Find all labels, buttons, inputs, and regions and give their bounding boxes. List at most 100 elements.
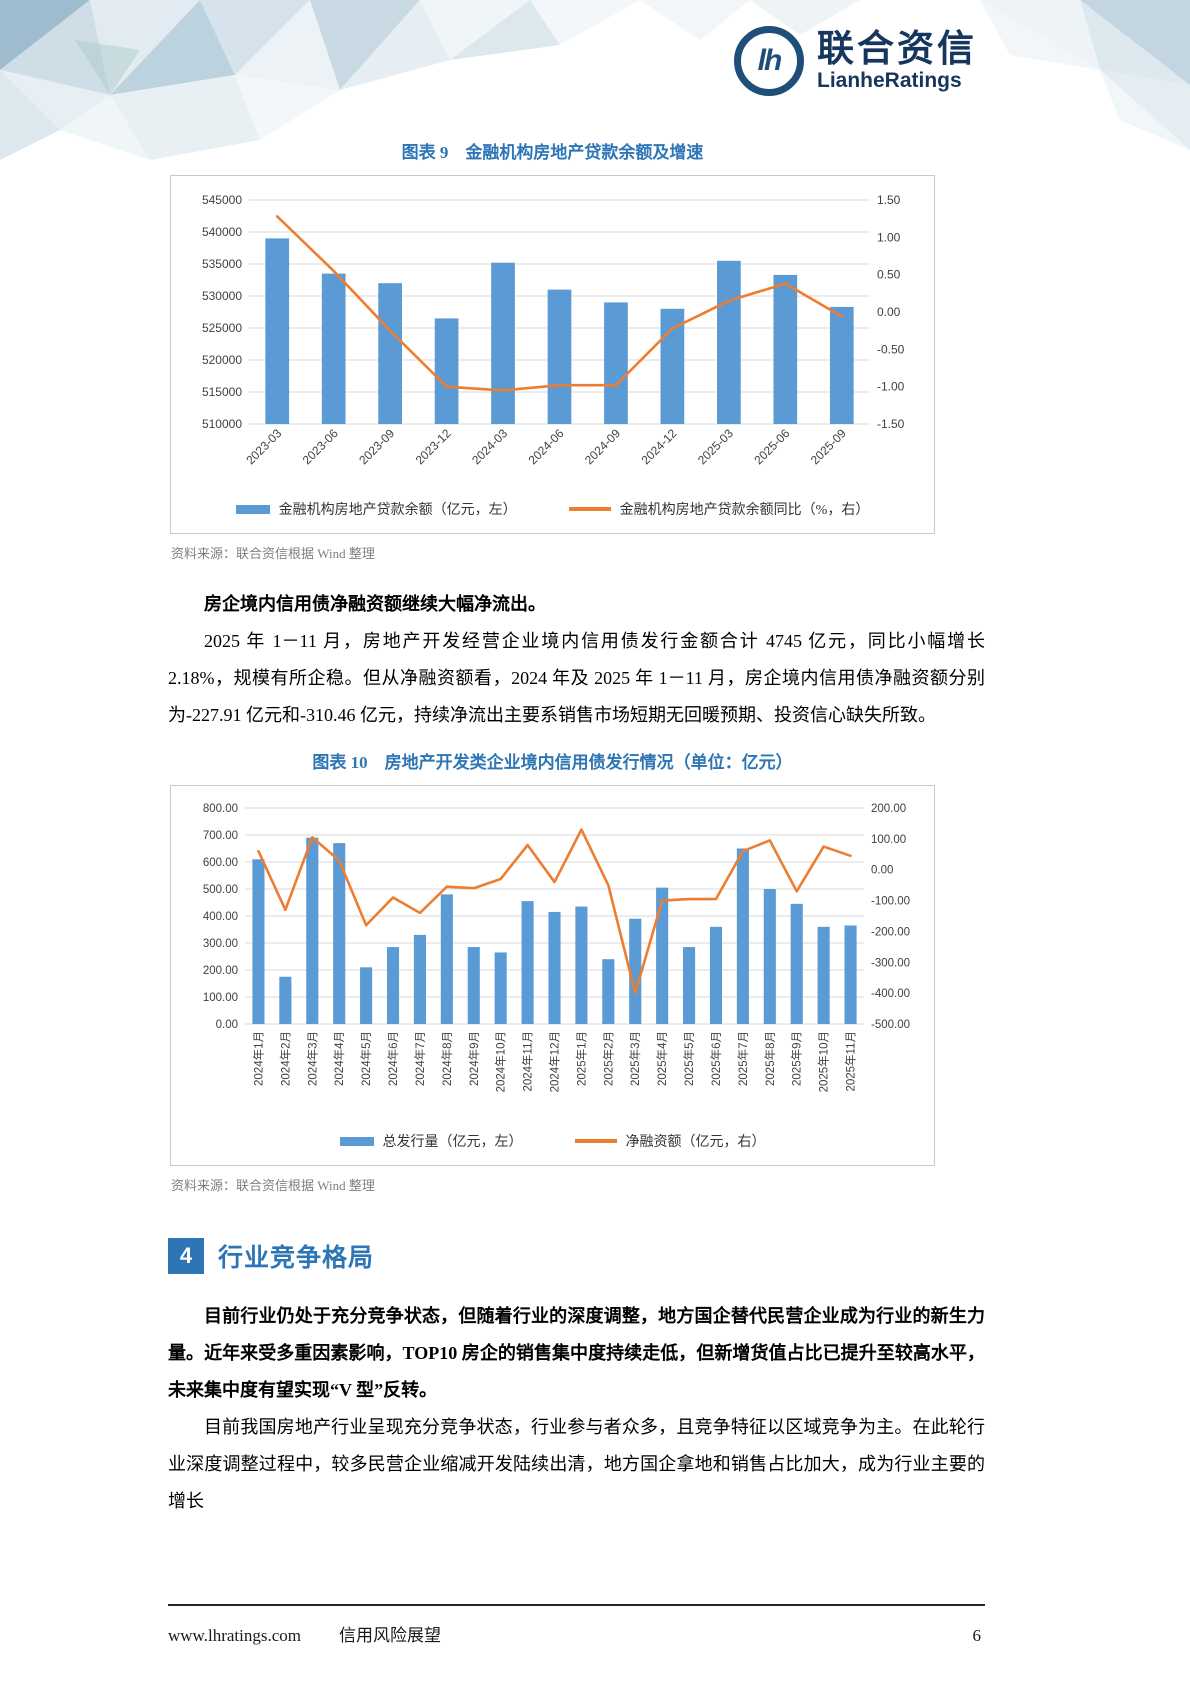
svg-text:2023-03: 2023-03 bbox=[243, 426, 284, 467]
figure9-source: 资料来源：联合资信根据 Wind 整理 bbox=[171, 546, 375, 561]
svg-text:-400.00: -400.00 bbox=[871, 988, 910, 1000]
bar-series-label: 金融机构房地产贷款余额（亿元，左） bbox=[278, 503, 517, 518]
svg-text:2023-06: 2023-06 bbox=[300, 426, 341, 467]
svg-text:2025年9月: 2025年9月 bbox=[790, 1031, 804, 1086]
svg-text:2025年7月: 2025年7月 bbox=[736, 1031, 750, 1086]
figure10-chart: 0.00 100.00 200.00 300.00 400.00 500.00 600.00… bbox=[203, 803, 910, 1092]
svg-text:-1.50: -1.50 bbox=[877, 417, 905, 431]
brand-name-en: LianheRatings bbox=[817, 69, 962, 93]
figure9-legend: 金融机构房地产贷款余额（亿元，左） 金融机构房地产贷款余额同比（%，右） bbox=[171, 491, 934, 529]
bar-series-swatch bbox=[339, 1136, 374, 1146]
section4-lead-paragraph: 目前行业仍处于充分竞争状态，但随着行业的深度调整，地方国企替代民营企业成为行业的… bbox=[168, 1306, 985, 1400]
svg-text:100.00: 100.00 bbox=[203, 992, 238, 1004]
svg-text:540000: 540000 bbox=[202, 225, 242, 239]
figure10-caption: 图表 10 房地产开发类企业境内信用债发行情况（单位：亿元） bbox=[312, 753, 793, 772]
svg-text:2024年12月: 2024年12月 bbox=[548, 1031, 562, 1092]
svg-text:2024年10月: 2024年10月 bbox=[494, 1031, 508, 1092]
page-number: 6 bbox=[972, 1626, 982, 1645]
line-series-swatch bbox=[568, 507, 611, 511]
line-series-label: 金融机构房地产贷款余额同比（%，右） bbox=[619, 503, 870, 518]
svg-text:2024-12: 2024-12 bbox=[638, 426, 679, 467]
svg-text:400.00: 400.00 bbox=[203, 911, 238, 923]
svg-text:2024-06: 2024-06 bbox=[526, 426, 567, 467]
svg-text:800.00: 800.00 bbox=[203, 803, 238, 815]
svg-text:2024年2月: 2024年2月 bbox=[278, 1031, 292, 1086]
svg-text:2024年5月: 2024年5月 bbox=[359, 1031, 373, 1086]
svg-text:2024-03: 2024-03 bbox=[469, 426, 510, 467]
svg-text:525000: 525000 bbox=[202, 321, 242, 335]
svg-text:515000: 515000 bbox=[202, 385, 242, 399]
svg-text:-300.00: -300.00 bbox=[871, 957, 910, 969]
figure10-legend: 总发行量（亿元，左） 净融资额（亿元，右） bbox=[171, 1123, 934, 1161]
svg-text:2025年3月: 2025年3月 bbox=[628, 1031, 642, 1086]
svg-text:2025-03: 2025-03 bbox=[695, 426, 736, 467]
figure9-chart: 510000 515000 520000 525000 530000 535000 5400… bbox=[202, 193, 905, 467]
svg-text:0.00: 0.00 bbox=[871, 865, 893, 877]
svg-text:535000: 535000 bbox=[202, 257, 242, 271]
figure10-source: 资料来源：联合资信根据 Wind 整理 bbox=[171, 1178, 375, 1193]
svg-text:2024年9月: 2024年9月 bbox=[467, 1031, 481, 1086]
svg-text:2024年4月: 2024年4月 bbox=[332, 1031, 346, 1086]
page-footer: www.lhratings.com 信用风险展望 6 bbox=[168, 1604, 985, 1646]
svg-text:2024年6月: 2024年6月 bbox=[386, 1031, 400, 1086]
svg-text:2024年1月: 2024年1月 bbox=[251, 1031, 265, 1086]
svg-text:2023-09: 2023-09 bbox=[356, 426, 397, 467]
svg-text:2025年1月: 2025年1月 bbox=[574, 1031, 588, 1086]
svg-text:700.00: 700.00 bbox=[203, 830, 238, 842]
legend-item: 金融机构房地产贷款余额（亿元，左） bbox=[235, 499, 517, 519]
svg-text:200.00: 200.00 bbox=[871, 803, 906, 815]
legend-item: 金融机构房地产贷款余额同比（%，右） bbox=[568, 499, 870, 519]
svg-text:-0.50: -0.50 bbox=[877, 342, 905, 356]
svg-text:520000: 520000 bbox=[202, 353, 242, 367]
svg-text:200.00: 200.00 bbox=[203, 965, 238, 977]
footer-doc-label: 信用风险展望 bbox=[339, 1626, 441, 1645]
svg-text:545000: 545000 bbox=[202, 193, 242, 207]
svg-text:2025年2月: 2025年2月 bbox=[601, 1031, 615, 1086]
brand-logo: lh 联合资信 LianheRatings bbox=[734, 26, 977, 96]
section-number-badge: 4 bbox=[168, 1238, 204, 1274]
section4-header: 4 行业竞争格局 bbox=[168, 1238, 985, 1274]
svg-text:600.00: 600.00 bbox=[203, 857, 238, 869]
svg-text:2025年8月: 2025年8月 bbox=[763, 1031, 777, 1086]
svg-text:1.50: 1.50 bbox=[877, 193, 901, 207]
svg-text:2024年7月: 2024年7月 bbox=[413, 1031, 427, 1086]
logo-mark-text: lh bbox=[757, 44, 783, 77]
svg-text:-500.00: -500.00 bbox=[871, 1019, 910, 1031]
svg-text:2025年5月: 2025年5月 bbox=[682, 1031, 696, 1086]
svg-text:2024-09: 2024-09 bbox=[582, 426, 623, 467]
legend-item: 净融资额（亿元，右） bbox=[574, 1131, 766, 1151]
svg-text:2024年3月: 2024年3月 bbox=[305, 1031, 319, 1086]
svg-text:300.00: 300.00 bbox=[203, 938, 238, 950]
body-paragraph: 2025 年 1－11 月，房地产开发经营企业境内信用债发行金额合计 4745 … bbox=[168, 631, 985, 725]
brand-text: 联合资信 LianheRatings bbox=[817, 27, 977, 93]
svg-text:-100.00: -100.00 bbox=[871, 896, 910, 908]
svg-text:510000: 510000 bbox=[202, 417, 242, 431]
svg-text:0.00: 0.00 bbox=[877, 305, 901, 319]
svg-text:-1.00: -1.00 bbox=[877, 380, 905, 394]
svg-text:2025-06: 2025-06 bbox=[751, 426, 792, 467]
legend-item: 总发行量（亿元，左） bbox=[339, 1131, 523, 1151]
svg-text:500.00: 500.00 bbox=[203, 884, 238, 896]
svg-text:1.00: 1.00 bbox=[877, 230, 901, 244]
svg-text:2023-12: 2023-12 bbox=[413, 426, 454, 467]
line-series-swatch bbox=[574, 1139, 617, 1143]
svg-text:0.00: 0.00 bbox=[216, 1019, 238, 1031]
svg-text:-200.00: -200.00 bbox=[871, 926, 910, 938]
line-series-label: 净融资额（亿元，右） bbox=[625, 1135, 766, 1150]
svg-text:2025年6月: 2025年6月 bbox=[709, 1031, 723, 1086]
svg-text:0.50: 0.50 bbox=[877, 268, 901, 282]
section-title: 行业竞争格局 bbox=[218, 1245, 375, 1272]
svg-text:2025年10月: 2025年10月 bbox=[817, 1031, 831, 1092]
bar-series-swatch bbox=[235, 504, 270, 514]
footer-site: www.lhratings.com bbox=[168, 1626, 301, 1645]
bar-series-label: 总发行量（亿元，左） bbox=[382, 1135, 523, 1150]
svg-text:2024年8月: 2024年8月 bbox=[440, 1031, 454, 1086]
section4-body-paragraph: 目前我国房地产行业呈现充分竞争状态，行业参与者众多，且竞争特征以区域竞争为主。在… bbox=[168, 1417, 985, 1511]
logo-circle-icon: lh bbox=[734, 26, 804, 96]
figure9-frame: 510000 515000 520000 525000 530000 535000 5400… bbox=[170, 175, 935, 534]
brand-name-zh: 联合资信 bbox=[817, 27, 977, 69]
svg-text:100.00: 100.00 bbox=[871, 834, 906, 846]
svg-text:2024年11月: 2024年11月 bbox=[521, 1031, 535, 1092]
svg-text:2025-09: 2025-09 bbox=[808, 426, 849, 467]
